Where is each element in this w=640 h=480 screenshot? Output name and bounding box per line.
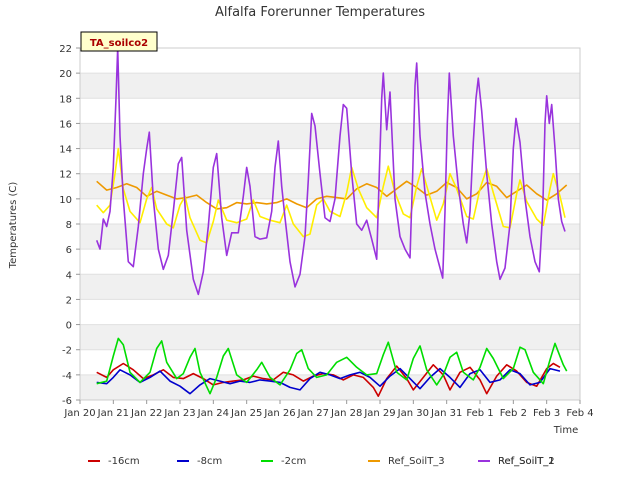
series-line-8cm [96, 367, 561, 395]
series-lines [95, 47, 568, 398]
series-line-ref-soilt-2 [96, 147, 566, 244]
annotation-box: TA_soilco2 [80, 31, 158, 52]
x-tick-label: Feb 2 [500, 408, 527, 419]
plot-band [80, 374, 580, 400]
y-axis-label: Temperatures (C) [8, 182, 19, 270]
y-tick-label: 20 [59, 69, 72, 80]
chart-title: Alfalfa Forerunner Temperatures [215, 5, 425, 20]
y-tick-label: 12 [59, 170, 72, 181]
plot-band [80, 324, 580, 350]
series-line-2cm [96, 337, 568, 395]
legend-label-2cm: -2cm [281, 456, 306, 467]
y-tick-label: 22 [59, 44, 72, 55]
x-tick-label: Jan 20 [63, 408, 95, 419]
x-tick-label: Feb 4 [566, 408, 593, 419]
y-tick-label: -4 [62, 371, 72, 382]
y-tick-label: 16 [59, 119, 72, 130]
y-tick-label: -6 [62, 396, 72, 407]
x-tick-label: Jan 22 [130, 408, 162, 419]
x-tick-label: Jan 28 [330, 408, 362, 419]
x-tick-label: Jan 25 [230, 408, 262, 419]
plot-band [80, 274, 580, 300]
x-tick-label: Jan 23 [163, 408, 195, 419]
annotation-text: TA_soilco2 [90, 38, 148, 49]
y-tick-label: 0 [66, 321, 72, 332]
annotation-box-frame [80, 31, 158, 52]
y-tick-label: 10 [59, 195, 72, 206]
x-tick-label: Jan 21 [97, 408, 129, 419]
y-tick-label: 8 [66, 220, 72, 231]
y-tick-label: 6 [66, 245, 72, 256]
y-tick-label: 4 [66, 270, 72, 281]
series-line-ref-soilt-1 [95, 47, 566, 296]
legend-label-ref-soilt-2: Ref_SoilT_2 [498, 456, 555, 467]
y-tick-label: 18 [59, 94, 72, 105]
plot-band [80, 73, 580, 99]
legend: -16cm -8cm -2cm Ref_SoilT_3 Ref_SoilT_2Ref_S… [88, 456, 555, 467]
x-tick-label: Jan 30 [397, 408, 429, 419]
x-tick-label: Feb 3 [533, 408, 560, 419]
x-tick-label: Jan 24 [197, 408, 229, 419]
legend-label-ref-soilt-1: Ref_SoilT_1 [498, 456, 555, 467]
legend-label-8cm: -8cm [197, 456, 222, 467]
y-tick-label: -2 [62, 346, 72, 357]
y-tick-label: 14 [59, 145, 72, 156]
x-tick-label: Feb 1 [466, 408, 493, 419]
x-tick-label: Jan 26 [263, 408, 295, 419]
x-axis-label: Time [553, 425, 578, 436]
y-tick-label: 2 [66, 295, 72, 306]
x-axis-ticks: Jan 20 Jan 21 Jan 22 Jan 23 Jan 24 Jan 25 Jan … [63, 400, 594, 419]
x-tick-label: Jan 31 [430, 408, 462, 419]
legend-label-ref-soilt-3: Ref_SoilT_3 [388, 456, 445, 467]
x-tick-label: Jan 27 [297, 408, 329, 419]
legend-label-16cm: -16cm [108, 456, 140, 467]
y-axis-ticks: -6 -4 -2 0 2 4 6 8 10 12 14 16 18 20 22 [59, 44, 80, 407]
plot-band [80, 123, 580, 149]
x-tick-label: Jan 29 [363, 408, 395, 419]
plot-band [80, 224, 580, 250]
